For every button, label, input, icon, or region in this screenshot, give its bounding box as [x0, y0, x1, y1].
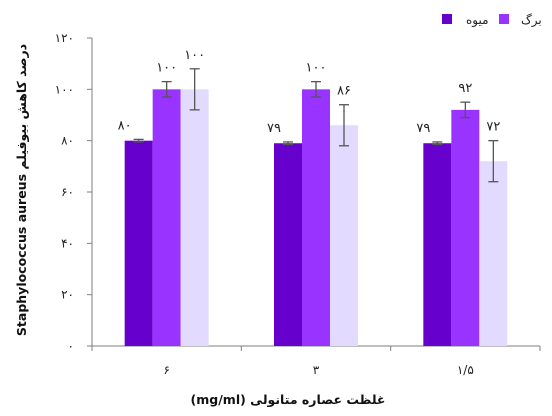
y-tick-label: ۱۲۰ — [55, 31, 74, 45]
x-tick-label: ۱/۵ — [457, 363, 474, 377]
data-label: ۱۰۰ — [184, 48, 205, 63]
y-tick-label: ۲۰ — [61, 288, 74, 302]
data-label: ۷۲ — [486, 120, 500, 135]
bar — [152, 89, 181, 346]
bar — [302, 89, 330, 346]
x-tick-label: ۳ — [313, 363, 320, 377]
data-label: ۸۶ — [337, 84, 351, 99]
bar — [479, 161, 508, 346]
plot-area: ۰ ۲۰ ۴۰ ۶۰ ۸۰ ۱۰۰ ۱۲۰ ۶ ۳ ۱/۵ ۸۰ ۱۰۰ ۱۰۰ ۷۹ ۱۰۰ ۸۶ ۷۹ ۹۲ ۷… — [55, 31, 541, 377]
bar — [274, 143, 302, 346]
legend-label-series-2: برگ — [521, 13, 542, 28]
data-label: ۱۰۰ — [306, 61, 327, 76]
legend-label-series-1: میوه — [466, 13, 489, 28]
y-tick-label: ۴۰ — [61, 236, 74, 250]
data-label: ۹۲ — [458, 81, 472, 96]
y-tick-label: ۸۰ — [61, 134, 74, 148]
y-tick-label: ۱۰۰ — [55, 82, 74, 96]
data-label: ۷۹ — [267, 121, 281, 136]
bar — [124, 140, 153, 346]
bar — [451, 109, 480, 346]
data-label: ۸۰ — [118, 118, 132, 133]
legend-swatch-series-1 — [442, 14, 452, 24]
legend-swatch-series-2 — [499, 14, 509, 24]
data-label: ۱۰۰ — [156, 61, 177, 76]
x-tick-label: ۶ — [163, 363, 169, 377]
x-axis-title: غلظت عصاره متانولی (mg/ml) — [191, 392, 386, 407]
data-label: ۷۹ — [416, 121, 430, 136]
bar — [423, 143, 452, 346]
y-axis-title: درصد کاهش بیوفیلم Staphylococcus aureus — [14, 44, 29, 336]
y-tick-label: ۰ — [68, 339, 74, 353]
bar — [330, 125, 358, 347]
bar — [180, 89, 209, 346]
y-tick-label: ۶۰ — [61, 185, 74, 199]
legend: میوه برگ — [442, 13, 542, 28]
